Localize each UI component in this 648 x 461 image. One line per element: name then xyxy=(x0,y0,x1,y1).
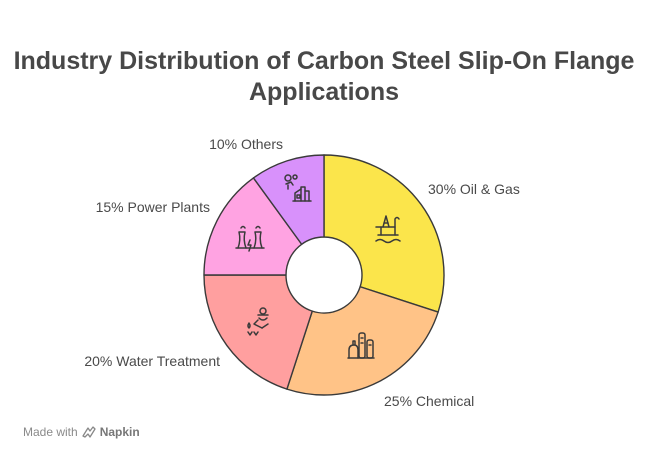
slice-label: 30% Oil & Gas xyxy=(428,181,520,197)
chart-title: Industry Distribution of Carbon Steel Sl… xyxy=(0,46,648,108)
slice-oil-gas[interactable] xyxy=(323,154,445,313)
slice-label: 15% Power Plants xyxy=(96,199,210,215)
napkin-logo-icon xyxy=(82,426,96,438)
chemical-plant-icon xyxy=(347,332,375,359)
chart-title-line-1: Industry Distribution of Carbon Steel Sl… xyxy=(13,47,635,75)
factory-icon xyxy=(284,174,312,202)
slice-label: 10% Others xyxy=(209,136,283,152)
slice-label: 25% Chemical xyxy=(384,393,474,409)
slice-chemical[interactable] xyxy=(286,286,439,396)
water-treatment-icon xyxy=(247,307,269,336)
slice-others[interactable] xyxy=(252,154,325,245)
slice-power-plants[interactable] xyxy=(203,177,303,276)
brand-name[interactable]: Napkin xyxy=(99,425,140,439)
chart-title-line-2: Applications xyxy=(248,78,399,106)
slice-label: 20% Water Treatment xyxy=(84,353,220,369)
oil-rig-icon xyxy=(375,215,401,244)
power-plant-icon xyxy=(235,225,265,252)
made-with-text: Made with xyxy=(23,425,78,439)
footer: Made with Napkin xyxy=(23,425,140,439)
